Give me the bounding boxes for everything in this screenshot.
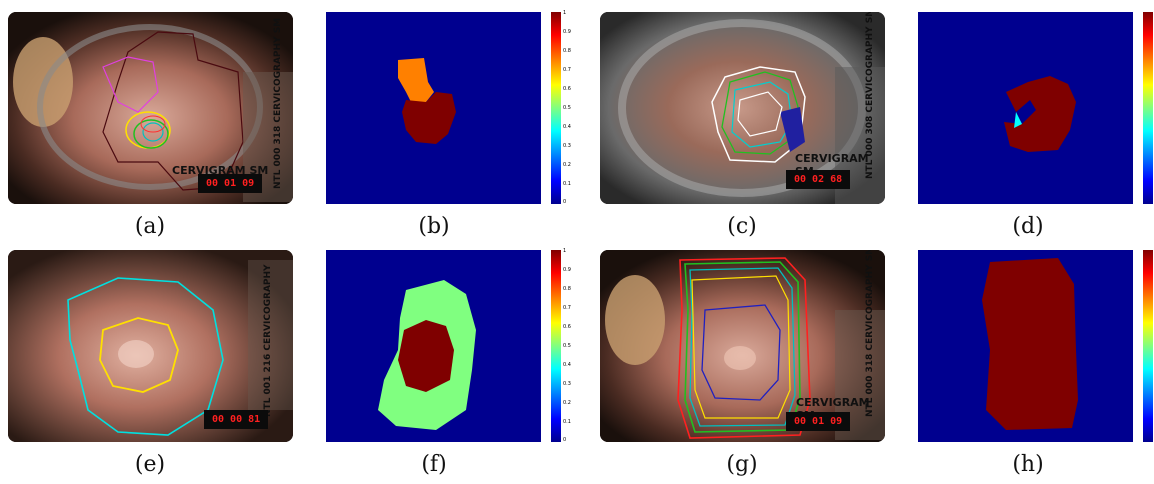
caption-f: (f) [421,452,447,477]
time-stamp: 00 01 09 [198,174,263,193]
photo-c: NTL 000 308 CERVICOGRAPHY SM CERVIGRAM S… [600,12,885,204]
colorbar-ticks-b: 1 0.9 0.8 0.7 0.6 0.5 0.4 0.3 0.2 0.1 0 [563,10,571,205]
vertical-label: NTL 000 318 CERVICOGRAPHY SM [865,250,875,417]
vertical-label: NTL 000 318 CERVICOGRAPHY SM [273,17,283,189]
caption-e: (e) [134,452,166,477]
cervigram-label: CERVIGRAM SM [172,164,269,177]
map-f [326,250,541,442]
photo-g: NTL 000 318 CERVICOGRAPHY SM CERVIGRAM S… [600,250,885,442]
colorbar-f [551,250,561,442]
map-h [918,250,1133,442]
caption-a: (a) [134,214,166,239]
time-stamp: 00 00 81 [204,410,269,429]
colorbar-h [1143,250,1153,442]
caption-h: (h) [1012,452,1044,477]
photo-a: NTL 000 318 CERVICOGRAPHY SM CERVIGRAM S… [8,12,293,204]
colorbar-ticks-f: 1 0.9 0.8 0.7 0.6 0.5 0.4 0.3 0.2 0.1 0 [563,248,571,443]
map-b [326,12,541,204]
caption-g: (g) [726,452,758,477]
colorbar-d [1143,12,1153,204]
photo-e: NTL 001 216 CERVICOGRAPHY 00 00 81 [8,250,293,442]
map-d [918,12,1133,204]
time-stamp: 00 01 09 [786,412,851,431]
caption-c: (c) [727,214,757,239]
time-stamp: 00 02 68 [786,170,851,189]
caption-d: (d) [1012,214,1044,239]
vertical-label: NTL 001 216 CERVICOGRAPHY [263,264,273,417]
colorbar-b [551,12,561,204]
caption-b: (b) [418,214,450,239]
